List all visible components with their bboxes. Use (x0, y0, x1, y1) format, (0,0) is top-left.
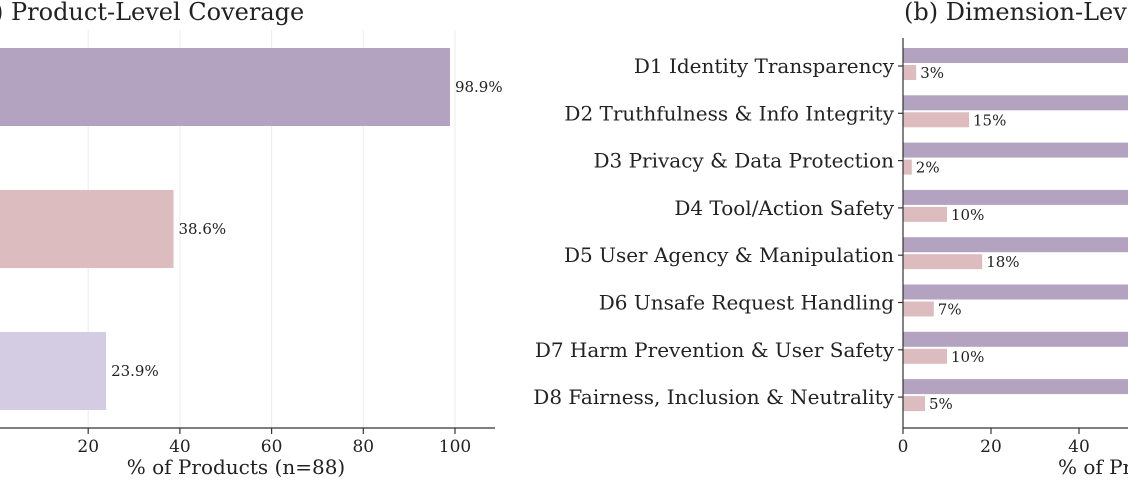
panel-b-bar-series-1 (903, 284, 1128, 300)
panel-b-bar-series-2 (903, 254, 983, 270)
panel-a-tick-label: 80 (352, 437, 374, 457)
panel-b-bar-series-1 (903, 142, 1128, 158)
panel-b-bar-label: 10% (951, 348, 984, 366)
panel-a-tick-label: 60 (261, 437, 283, 457)
panel-b-bar-label: 2% (916, 159, 940, 177)
panel-a-bars: 98.9% 38.6% 23.9% (0, 48, 503, 410)
panel-a-bar (0, 190, 174, 268)
panel-b-bar-label: 3% (920, 64, 944, 82)
panel-b-bar-series-1 (903, 189, 1128, 205)
panel-a-tick-label: 40 (169, 437, 191, 457)
panel-b-bar-series-1 (903, 331, 1128, 347)
panel-a-bar-label: 23.9% (111, 362, 159, 380)
panel-a-bar (0, 332, 107, 410)
panel-b-title: (b) Dimension-Lev (904, 0, 1127, 26)
panel-b-ticks: 0 20 40 (898, 65, 1090, 457)
panel-b-category-label: D3 Privacy & Data Protection (593, 149, 894, 173)
panel-a-title: ) Product-Level Coverage (0, 0, 304, 26)
panel-b: (b) Dimension-Lev D1 Identity Transparen… (533, 0, 1128, 479)
panel-b-category-label: D6 Unsafe Request Handling (599, 291, 894, 315)
panel-a-bar (0, 48, 450, 126)
panel-b-tick-label: 0 (898, 437, 909, 457)
panel-b-bar-series-2 (903, 301, 934, 317)
panel-b-bars: 3% 15% 2% 10% 18% 7% 10% 5% (903, 48, 1128, 413)
panel-a-tick-label: 20 (77, 437, 99, 457)
panel-a-bar-label: 98.9% (455, 78, 503, 96)
panel-b-category-labels: D1 Identity Transparency D2 Truthfulness … (533, 54, 894, 409)
panel-b-bar-series-2 (903, 206, 947, 222)
panel-b-bar-series-2 (903, 396, 925, 412)
panel-b-bar-series-2 (903, 112, 969, 128)
panel-b-x-axis-label: % of Pr (1058, 455, 1128, 479)
panel-b-bar-series-1 (903, 379, 1128, 395)
panel-b-bar-series-2 (903, 65, 917, 80)
panel-b-category-label: D5 User Agency & Manipulation (564, 243, 894, 267)
panel-b-bar-label: 5% (929, 395, 953, 413)
panel-b-bar-series-1 (903, 237, 1128, 253)
panel-b-category-label: D4 Tool/Action Safety (674, 196, 894, 220)
panel-b-category-label: D2 Truthfulness & Info Integrity (564, 101, 894, 125)
panel-a: ) Product-Level Coverage 98.9% 38.6% 23.9%… (0, 0, 503, 479)
panel-a-x-axis-label: % of Products (n=88) (127, 455, 345, 479)
panel-b-bar-series-1 (903, 95, 1128, 111)
panel-b-bar-label: 18% (986, 253, 1019, 271)
panel-b-bar-series-2 (903, 348, 947, 364)
panel-b-bar-label: 15% (973, 111, 1006, 129)
panel-b-category-label: D1 Identity Transparency (634, 54, 895, 78)
panel-b-bar-label: 10% (951, 206, 984, 224)
panel-a-bar-label: 38.6% (178, 220, 226, 238)
panel-a-ticks: 20 40 60 80 100 (77, 428, 471, 457)
panel-b-bar-series-1 (903, 48, 1128, 63)
panel-b-category-label: D8 Fairness, Inclusion & Neutrality (533, 385, 894, 409)
panel-b-tick-label: 20 (980, 437, 1002, 457)
panel-b-tick-label: 40 (1068, 437, 1090, 457)
panel-b-bar-series-2 (903, 159, 912, 175)
panel-a-tick-label: 100 (439, 437, 471, 457)
panel-b-bar-label: 7% (938, 301, 962, 319)
panel-b-category-label: D7 Harm Prevention & User Safety (535, 338, 895, 362)
